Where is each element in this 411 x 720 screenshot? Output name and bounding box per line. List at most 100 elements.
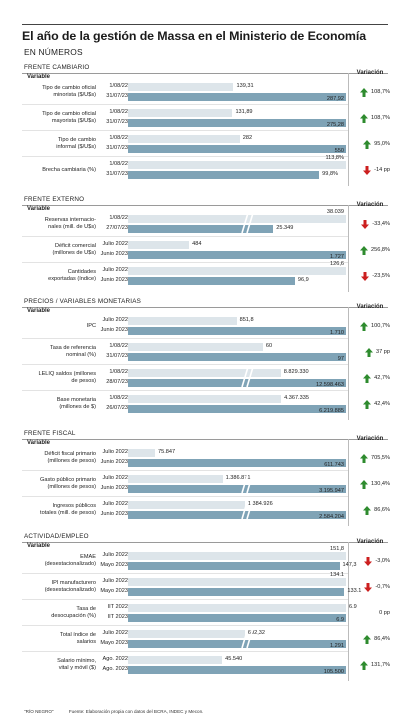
row-label: Brecha cambiaria (%) bbox=[0, 161, 96, 179]
row-separator bbox=[22, 130, 348, 131]
period-label: Julio 2022 bbox=[102, 475, 128, 481]
row-label: Tasa de referencia nominal (%) bbox=[0, 343, 96, 361]
row-label-line: totales (mill. de pesos) bbox=[40, 510, 96, 516]
section-rule bbox=[22, 307, 388, 308]
variation-value: -23,5% bbox=[352, 271, 390, 281]
section-rule bbox=[22, 205, 388, 206]
section-rule bbox=[22, 73, 388, 74]
period-label: 26/07/23 bbox=[106, 405, 128, 411]
variation-text: 42,4% bbox=[374, 401, 390, 407]
variation-value: 0 pp bbox=[352, 608, 390, 618]
axis-break-mark bbox=[241, 472, 255, 494]
row-label: Déficit comercial (millones de U$s) bbox=[0, 241, 96, 259]
period-label: IIT 2022 bbox=[107, 604, 128, 610]
variation-divider bbox=[348, 205, 349, 292]
period-label: 1/08/22 bbox=[109, 369, 128, 375]
period-label: 31/07/23 bbox=[106, 119, 128, 125]
arrow-up-icon bbox=[360, 453, 369, 463]
value-label: 105.500 bbox=[323, 669, 344, 675]
variation-value: 705,5% bbox=[352, 453, 390, 463]
bar-second-period bbox=[128, 277, 295, 285]
bar-first-period bbox=[128, 135, 240, 143]
arrow-up-icon bbox=[360, 479, 369, 489]
row-label-line: desocupación (%) bbox=[51, 613, 96, 619]
row-label-line: EMAE bbox=[80, 554, 96, 560]
variation-value: 42,7% bbox=[352, 373, 390, 383]
row-label: IPC bbox=[0, 317, 96, 335]
row-label: Tasa de desocupación (%) bbox=[0, 604, 96, 622]
value-label: 3.195.947 bbox=[319, 488, 344, 494]
value-label: 126,6 bbox=[330, 261, 344, 267]
variation-text: 108,7% bbox=[371, 115, 390, 121]
variation-text: -3,0% bbox=[375, 558, 390, 564]
period-label: 31/07/23 bbox=[106, 145, 128, 151]
period-label: 27/07/23 bbox=[106, 225, 128, 231]
row-label-line: Tasa de bbox=[76, 606, 96, 612]
variation-value: 108,7% bbox=[352, 113, 390, 123]
variation-divider bbox=[348, 542, 349, 681]
value-label: 113,8% bbox=[325, 155, 344, 161]
variation-value: -33,4% bbox=[352, 219, 390, 229]
variation-text: 131,7% bbox=[371, 662, 390, 668]
row-label: IPI manufacturero (desestacionalizado) bbox=[0, 578, 96, 596]
value-label: 851,8 bbox=[239, 317, 254, 323]
section-title: PRECIOS / VARIABLES MONETARIAS bbox=[24, 298, 142, 305]
value-label: 611.743 bbox=[324, 462, 344, 468]
value-label: 38.039 bbox=[326, 209, 344, 215]
row-label: Ingresos públicos totales (mill. de pesos… bbox=[0, 501, 96, 519]
value-label: 96,9 bbox=[297, 277, 309, 283]
variation-header: Variación bbox=[356, 436, 384, 442]
page-subtitle: EN NÚMEROS bbox=[24, 47, 83, 57]
row-label-line: (millones de pesos) bbox=[47, 458, 96, 464]
variation-text: 95,0% bbox=[374, 141, 390, 147]
row-separator bbox=[22, 236, 348, 237]
variation-value: 256,8% bbox=[352, 245, 390, 255]
variation-value: 37 pp bbox=[352, 347, 390, 357]
value-label: 692,32 bbox=[247, 630, 265, 636]
row-label-line: Base monetaria bbox=[56, 397, 96, 403]
row-label-line: Tipo de cambio oficial bbox=[42, 111, 96, 117]
variation-value: 95,0% bbox=[352, 139, 390, 149]
bar-second-period bbox=[128, 588, 345, 596]
variation-text: 705,5% bbox=[371, 455, 390, 461]
row-separator bbox=[22, 573, 348, 574]
footer-credit: "RÍO NEGRO" bbox=[24, 709, 54, 714]
row-label: Cantidades exportadas (índice) bbox=[0, 267, 96, 285]
bar-second-period bbox=[128, 379, 346, 387]
bar-first-period bbox=[128, 241, 190, 249]
section-title: FRENTE EXTERNO bbox=[24, 196, 85, 203]
variation-text: 100,7% bbox=[371, 323, 390, 329]
row-label: Tipo de cambio oficial minorista ($/U$s) bbox=[0, 83, 96, 101]
bar-first-period bbox=[128, 267, 346, 275]
variation-header: Variación bbox=[356, 304, 384, 310]
arrow-down-icon bbox=[363, 165, 372, 175]
variation-text: 130,4% bbox=[371, 481, 390, 487]
section-title: FRENTE FISCAL bbox=[24, 430, 76, 437]
variable-header: Variable bbox=[27, 543, 51, 549]
arrow-up-icon bbox=[363, 505, 372, 515]
arrow-up-icon bbox=[363, 399, 372, 409]
variation-text: 42,7% bbox=[374, 375, 390, 381]
period-label: 31/07/23 bbox=[106, 353, 128, 359]
row-separator bbox=[22, 390, 348, 391]
period-label: 31/07/23 bbox=[106, 171, 128, 177]
value-label: 1.291 bbox=[330, 643, 344, 649]
value-label: 4.367.335 bbox=[284, 395, 309, 401]
row-separator bbox=[22, 651, 348, 652]
bar-first-period bbox=[128, 501, 245, 509]
period-label: Ago. 2022 bbox=[102, 656, 128, 662]
row-label-line: (desestacionalizado) bbox=[44, 587, 96, 593]
bar-second-period bbox=[128, 327, 346, 335]
arrow-up-icon bbox=[363, 139, 372, 149]
row-label-line: nales (mill. de U$s) bbox=[48, 224, 96, 230]
bar-first-period bbox=[128, 552, 346, 560]
footer-source: Fuente: Elaboración propia con datos del… bbox=[68, 709, 204, 714]
variable-header: Variable bbox=[27, 308, 51, 314]
bar-second-period bbox=[128, 459, 346, 467]
bar-second-period bbox=[128, 251, 346, 259]
bar-second-period bbox=[128, 562, 340, 570]
axis-break-mark bbox=[241, 627, 255, 649]
variation-value: -0,7% bbox=[352, 582, 390, 592]
row-label-line: vital y móvil ($) bbox=[58, 665, 96, 671]
value-label: 6.219.885 bbox=[319, 408, 344, 414]
